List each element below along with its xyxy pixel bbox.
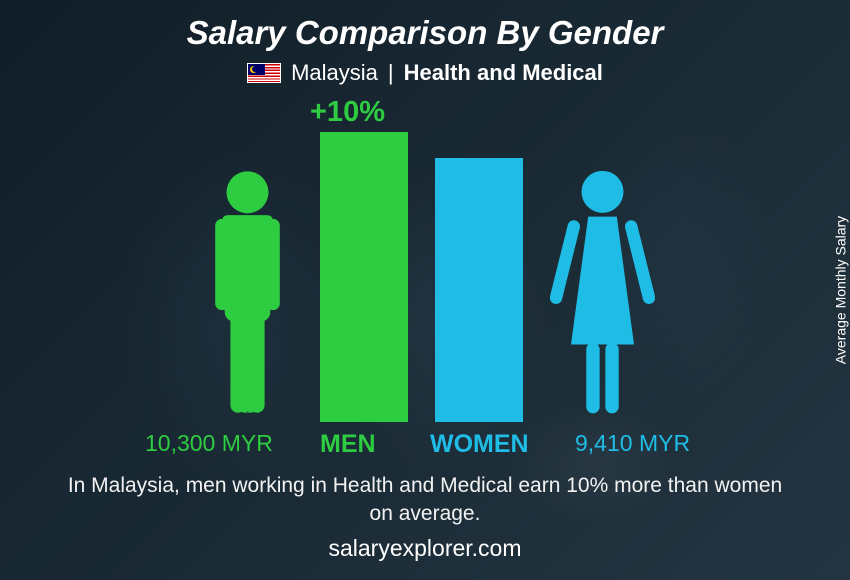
subtitle-row: Malaysia | Health and Medical <box>247 60 603 86</box>
subtitle-field: Health and Medical <box>404 60 603 86</box>
delta-label: +10% <box>310 96 385 129</box>
footer-link[interactable]: salaryexplorer.com <box>0 535 850 562</box>
bar-men <box>320 132 408 422</box>
infographic-content: Salary Comparison By Gender Malaysia | H… <box>0 0 850 580</box>
y-axis-label: Average Monthly Salary <box>832 290 848 438</box>
salary-men: 10,300 MYR <box>145 430 273 457</box>
labels-row: 10,300 MYR MEN WOMEN 9,410 MYR <box>0 430 850 460</box>
page-title: Salary Comparison By Gender <box>187 14 664 52</box>
woman-icon <box>550 168 655 418</box>
subtitle-country: Malaysia <box>291 60 378 86</box>
man-icon <box>200 168 295 418</box>
malaysia-flag-icon <box>247 63 281 83</box>
label-men: MEN <box>320 430 376 459</box>
chart-area: +10% <box>0 96 850 580</box>
bars-container <box>0 132 850 422</box>
salary-women: 9,410 MYR <box>575 430 690 457</box>
caption-text: In Malaysia, men working in Health and M… <box>0 472 850 529</box>
label-women: WOMEN <box>430 430 529 459</box>
subtitle-separator: | <box>388 60 394 86</box>
bar-women <box>435 158 523 422</box>
